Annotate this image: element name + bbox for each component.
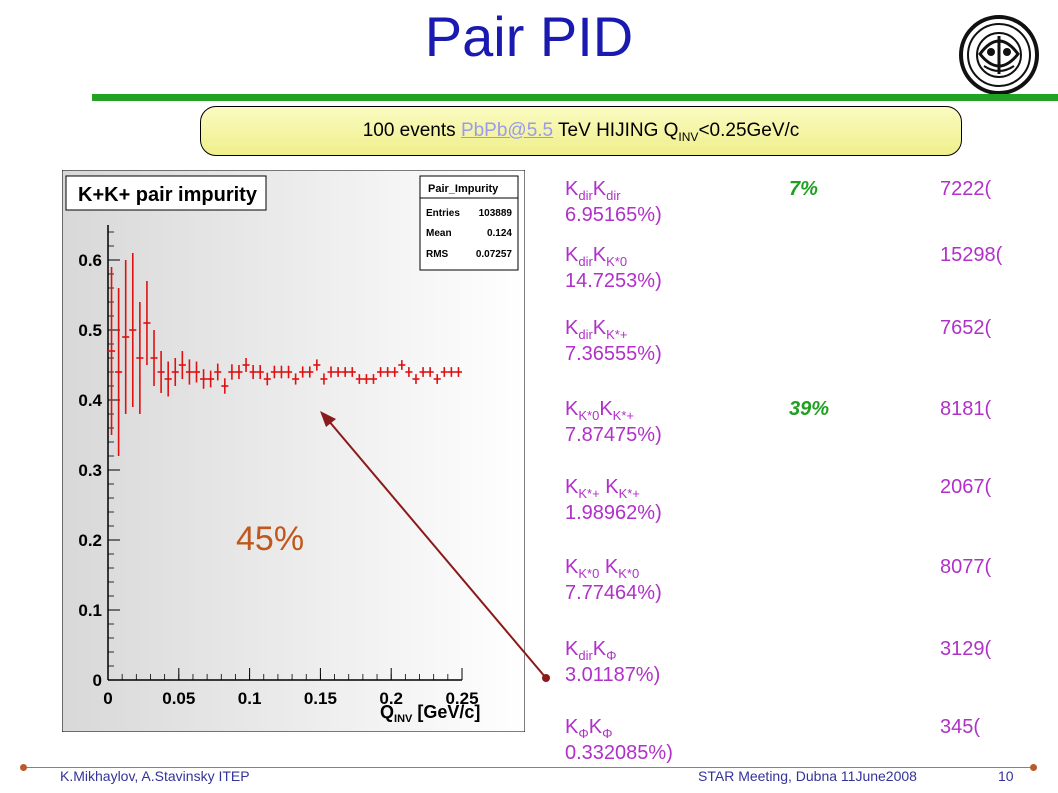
pair-sub1: K*+ — [578, 486, 600, 501]
pair-k2: K — [592, 244, 607, 266]
hist-title-box — [65, 175, 267, 211]
pair-sub2: K*0 — [618, 566, 640, 581]
info-banner: 100 events PbPb@5.5 TeV HIJING QINV<0.25… — [200, 106, 962, 156]
pair-count: 3129( — [940, 638, 992, 660]
banner-suffix: <0.25GeV/c — [698, 120, 800, 141]
pair-sub2: K*+ — [618, 486, 640, 501]
x-tick-label: 0.1 — [238, 689, 262, 708]
pair-sub2: Φ — [606, 648, 617, 663]
pair-k2: K — [599, 556, 619, 578]
pair-sub1: dir — [578, 254, 593, 269]
pair-k2: K — [592, 317, 607, 339]
x-tick-label: 0.15 — [304, 689, 337, 708]
pair-sub2: K*+ — [606, 327, 628, 342]
stats-box — [419, 175, 519, 271]
pair-fraction: 1.98962%) — [565, 502, 662, 524]
pair-fraction: 0.332085%) — [565, 742, 673, 764]
group-percent: 7% — [789, 178, 818, 200]
footer-authors: K.Mikhaylov, A.Stavinsky ITEP — [60, 768, 250, 784]
pair-label: KK*0KK*+ — [565, 398, 634, 423]
stats-label-mean: Mean — [426, 228, 452, 239]
pair-k2: K — [592, 178, 607, 200]
stats-value-entries: 103889 — [479, 208, 513, 219]
stats-label-rms: RMS — [426, 249, 449, 260]
pair-fraction: 6.95165%) — [565, 204, 662, 226]
pair-sub1: dir — [578, 327, 593, 342]
y-tick-label: 0.1 — [78, 601, 102, 620]
pair-count: 8181( — [940, 398, 992, 420]
pair-sub2: K*+ — [612, 408, 634, 423]
pair-k1: K — [565, 476, 579, 498]
stats-label-entries: Entries — [426, 208, 460, 219]
pair-count: 8077( — [940, 556, 992, 578]
pair-label: KdirKK*+ — [565, 317, 627, 342]
pair-label: KK*0 KK*0 — [565, 556, 639, 581]
pair-k1: K — [565, 398, 579, 420]
pair-fraction: 3.01187%) — [565, 664, 661, 686]
x-tick-label: 0.2 — [379, 689, 403, 708]
pair-label: KΦKΦ — [565, 716, 612, 741]
y-tick-label: 0.6 — [78, 251, 102, 270]
impurity-plot: K+K+ pair impurity Pair_Impurity Entries… — [62, 170, 525, 732]
pair-count: 2067( — [940, 476, 992, 498]
footer-dot-right — [1030, 764, 1037, 771]
pair-fraction: 7.36555%) — [565, 343, 662, 365]
footer-dot-left — [20, 764, 27, 771]
pair-count: 15298( — [940, 244, 1003, 266]
pair-count: 7652( — [940, 317, 992, 339]
footer-meeting: STAR Meeting, Dubna 11June2008 — [698, 768, 917, 784]
group-percent: 39% — [789, 398, 830, 420]
pair-label: KdirKdir — [565, 178, 621, 203]
x-tick-label: 0.25 — [445, 689, 478, 708]
stats-name: Pair_Impurity — [428, 183, 499, 195]
pair-sub1: K*0 — [578, 566, 600, 581]
slide-number: 10 — [998, 768, 1014, 784]
title-underline — [92, 94, 1058, 101]
y-tick-label: 0 — [93, 671, 102, 690]
pair-sub2: K*0 — [606, 254, 628, 269]
pair-k1: K — [565, 317, 579, 339]
footer-line — [24, 767, 1032, 768]
percent-45-label: 45% — [236, 520, 305, 558]
pair-k2: K — [599, 476, 619, 498]
stats-value-mean: 0.124 — [487, 228, 512, 239]
itep-logo — [959, 15, 1039, 95]
pair-k2: K — [588, 716, 603, 738]
pair-label: KdirKΦ — [565, 638, 617, 663]
x-tick-label: 0.05 — [162, 689, 195, 708]
pair-k1: K — [565, 556, 579, 578]
pair-k1: K — [565, 178, 579, 200]
y-tick-label: 0.4 — [78, 391, 102, 410]
pair-k1: K — [565, 716, 579, 738]
slide-title: Pair PID — [424, 5, 634, 68]
stats-value-rms: 0.07257 — [476, 249, 513, 260]
banner-mid: TeV HIJING Q — [553, 120, 679, 141]
pair-sub2: dir — [606, 188, 621, 203]
pair-label: KK*+ KK*+ — [565, 476, 640, 501]
pair-sub2: Φ — [602, 726, 613, 741]
pair-k2: K — [592, 638, 607, 660]
pair-k1: K — [565, 244, 579, 266]
pair-fraction: 7.77464%) — [565, 582, 662, 604]
banner-sub: INV — [678, 129, 699, 144]
pair-count: 345( — [940, 716, 981, 738]
banner-link[interactable]: PbPb@5.5 — [460, 120, 554, 141]
pair-fraction: 7.87475%) — [565, 424, 662, 446]
y-tick-label: 0.2 — [78, 531, 102, 550]
pair-sub1: dir — [578, 648, 593, 663]
x-axis-label: QINV [GeV/c] — [380, 702, 480, 725]
pair-sub1: Φ — [578, 726, 589, 741]
pair-fraction: 14.7253%) — [565, 270, 662, 292]
pair-label: KdirKK*0 — [565, 244, 627, 269]
x-tick-label: 0 — [103, 689, 112, 708]
banner-prefix: 100 events — [362, 120, 461, 141]
pair-k2: K — [599, 398, 613, 420]
pair-k1: K — [565, 638, 579, 660]
hist-title: K+K+ pair impurity — [78, 184, 258, 206]
y-tick-label: 0.3 — [78, 461, 102, 480]
pair-count: 7222( — [940, 178, 992, 200]
pair-sub1: K*0 — [578, 408, 600, 423]
pair-sub1: dir — [578, 188, 593, 203]
y-tick-label: 0.5 — [78, 321, 102, 340]
